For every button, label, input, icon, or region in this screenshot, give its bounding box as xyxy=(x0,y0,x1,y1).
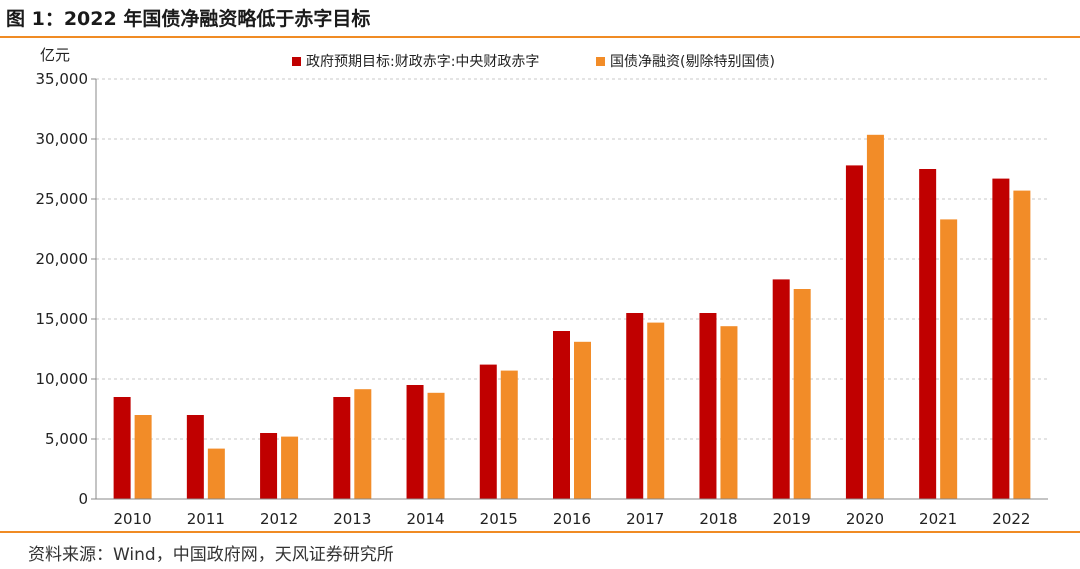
y-axis-unit-label: 亿元 xyxy=(40,46,70,64)
y-tick-label: 15,000 xyxy=(36,310,89,328)
bar-treasury-net-financing xyxy=(500,370,518,499)
bar-treasury-net-financing xyxy=(1013,190,1031,499)
title-divider xyxy=(0,36,1080,38)
bar-treasury-net-financing xyxy=(281,436,299,499)
bar-treasury-net-financing xyxy=(940,219,958,499)
legend-swatch xyxy=(292,57,301,66)
bar-deficit-target xyxy=(626,313,644,499)
bar-treasury-net-financing xyxy=(866,134,884,500)
bar-deficit-target xyxy=(699,313,717,499)
legend-label: 国债净融资(剔除特别国债) xyxy=(610,54,775,70)
x-tick-label: 2014 xyxy=(406,510,444,528)
y-tick-label: 0 xyxy=(78,490,88,508)
bar-deficit-target xyxy=(772,279,790,499)
x-tick-label: 2013 xyxy=(333,510,371,528)
figure-title: 图 1：2022 年国债净融资略低于赤字目标 xyxy=(6,8,371,30)
source-note: 资料来源：Wind，中国政府网，天风证券研究所 xyxy=(28,545,394,565)
bar-treasury-net-financing xyxy=(793,289,811,499)
x-tick-label: 2020 xyxy=(846,510,884,528)
bar-treasury-net-financing xyxy=(574,341,591,499)
x-tick-label: 2015 xyxy=(480,510,518,528)
bar-chart: 0 5,000 10,000 15,000 20,000 25,000 30,000 35,0… xyxy=(36,46,1048,528)
bar-deficit-target xyxy=(333,397,351,499)
bar-treasury-net-financing xyxy=(427,392,445,499)
y-tick-label: 25,000 xyxy=(36,190,89,208)
bar-treasury-net-financing xyxy=(647,322,665,499)
y-tick-label: 35,000 xyxy=(36,70,89,88)
x-tick-label: 2018 xyxy=(699,510,737,528)
bars xyxy=(113,134,1031,500)
x-tick-label: 2019 xyxy=(773,510,811,528)
legend: 政府预期目标:财政赤字:中央财政赤字 国债净融资(剔除特别国债) xyxy=(292,54,775,70)
bar-deficit-target xyxy=(845,165,863,499)
bar-deficit-target xyxy=(919,169,937,499)
source-divider xyxy=(0,531,1080,533)
bar-deficit-target xyxy=(479,364,497,499)
gridlines xyxy=(96,78,1048,440)
x-tick-label: 2017 xyxy=(626,510,664,528)
bar-treasury-net-financing xyxy=(720,326,738,499)
y-tick-label: 5,000 xyxy=(45,430,88,448)
x-tick-label: 2022 xyxy=(992,510,1030,528)
bar-treasury-net-financing xyxy=(354,389,372,499)
x-tick-label: 2010 xyxy=(114,510,152,528)
x-tick-label: 2021 xyxy=(919,510,957,528)
y-tick-label: 30,000 xyxy=(36,130,89,148)
bar-deficit-target xyxy=(113,397,131,499)
bar-treasury-net-financing xyxy=(207,448,225,499)
bar-deficit-target xyxy=(406,385,424,499)
y-tick-label: 10,000 xyxy=(36,370,89,388)
x-tick-label: 2012 xyxy=(260,510,298,528)
legend-swatch xyxy=(596,57,605,66)
x-tick-label: 2016 xyxy=(553,510,591,528)
bar-deficit-target xyxy=(260,433,278,499)
y-axis-ticks: 0 5,000 10,000 15,000 20,000 25,000 30,000 35,0… xyxy=(36,70,96,508)
legend-label: 政府预期目标:财政赤字:中央财政赤字 xyxy=(306,54,539,70)
x-tick-label: 2011 xyxy=(187,510,225,528)
x-axis-ticks: 2010 2011 2012 2013 2014 2015 2016 2017 2018 2019… xyxy=(114,510,1031,528)
bar-deficit-target xyxy=(186,415,204,499)
bar-deficit-target xyxy=(992,178,1010,499)
bar-deficit-target xyxy=(553,331,570,499)
bar-treasury-net-financing xyxy=(134,415,152,499)
y-tick-label: 20,000 xyxy=(36,250,89,268)
